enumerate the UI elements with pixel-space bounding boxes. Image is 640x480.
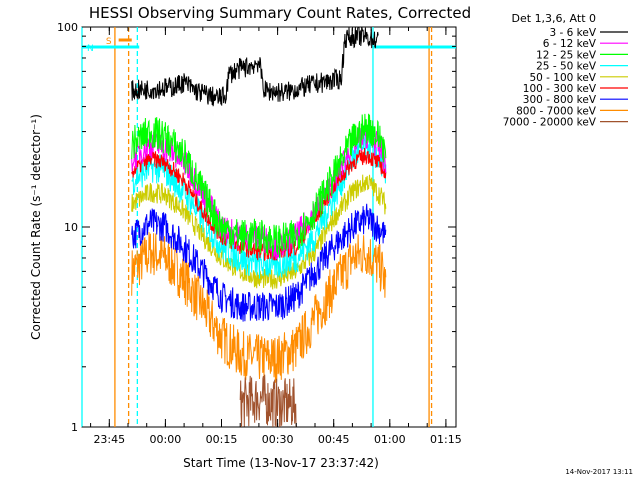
legend-label-8: 7000 - 20000 keV xyxy=(503,117,597,129)
vertical-lines xyxy=(81,27,433,427)
x-tick-label-2: 00:15 xyxy=(206,433,238,446)
marker-label-saa: S xyxy=(106,37,112,47)
x-tick-label-4: 00:45 xyxy=(318,433,350,446)
legend-label-1: 6 - 12 keV xyxy=(543,38,597,50)
chart-title: HESSI Observing Summary Count Rates, Cor… xyxy=(89,4,471,22)
y-tick-label-0: 1 xyxy=(71,421,78,434)
legend-label-3: 25 - 50 keV xyxy=(536,61,597,73)
series-line-6 xyxy=(131,203,387,322)
series-line-8 xyxy=(239,374,297,427)
legend-label-0: 3 - 6 keV xyxy=(549,27,596,39)
legend-label-6: 300 - 800 keV xyxy=(523,94,597,106)
legend-label-5: 100 - 300 keV xyxy=(523,83,597,95)
axes: 23:45 00:00 00:15 00:30 00:45 01:00 01:15 1 10 10… xyxy=(57,21,462,446)
x-tick-label-3: 00:30 xyxy=(262,433,294,446)
y-tick-label-1: 10 xyxy=(64,221,78,234)
legend-label-2: 12 - 25 keV xyxy=(536,49,597,61)
series-line-7 xyxy=(131,232,387,383)
series-line-4 xyxy=(131,174,387,290)
series-line-2 xyxy=(131,113,387,258)
series-line-0 xyxy=(131,27,379,107)
y-tick-label-2: 100 xyxy=(57,21,78,34)
legend-label-7: 800 - 7000 keV xyxy=(516,105,597,117)
x-tick-label-6: 01:15 xyxy=(430,433,462,446)
time-markers: SN xyxy=(82,37,456,54)
timestamp: 14-Nov-2017 13:11 xyxy=(565,468,633,476)
legend-title: Det 1,3,6, Att 0 xyxy=(512,12,596,25)
series-layer xyxy=(131,27,387,427)
x-tick-label-0: 23:45 xyxy=(93,433,125,446)
x-tick-label-1: 00:00 xyxy=(150,433,182,446)
series-line-3 xyxy=(131,129,387,279)
x-tick-label-5: 01:00 xyxy=(374,433,406,446)
legend-label-4: 50 - 100 keV xyxy=(529,72,596,84)
y-axis-label: Corrected Count Rate (s⁻¹ detector⁻¹) xyxy=(29,114,43,340)
x-axis-label: Start Time (13-Nov-17 23:37:42) xyxy=(183,456,379,470)
marker-label-night: N xyxy=(87,44,94,54)
